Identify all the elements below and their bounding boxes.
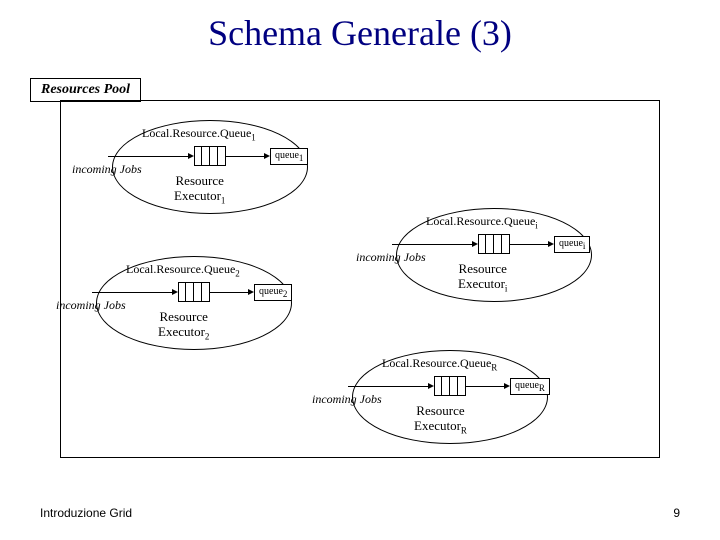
footer-right: 9 [673, 506, 680, 520]
queue-to-label-arrow-head [264, 153, 270, 159]
queue-icon [434, 376, 466, 396]
queue-to-label-arrow-line [510, 244, 548, 245]
queue-to-label-arrow-head [548, 241, 554, 247]
resource-node: Local.Resource.Queue2queue2incoming Jobs… [96, 256, 292, 350]
incoming-arrow-head [428, 383, 434, 389]
incoming-jobs-label: incoming Jobs [72, 162, 142, 177]
incoming-jobs-label: incoming Jobs [56, 298, 126, 313]
resource-executor-label: ResourceExecutorR [414, 404, 467, 436]
local-resource-queue-label: Local.Resource.Queue2 [126, 262, 240, 278]
queue-to-label-arrow-head [504, 383, 510, 389]
incoming-jobs-label: incoming Jobs [312, 392, 382, 407]
queue-icon [178, 282, 210, 302]
local-resource-queue-label: Local.Resource.Queue1 [142, 126, 256, 142]
resource-executor-label: ResourceExecutori [458, 262, 507, 294]
footer-left: Introduzione Grid [40, 506, 132, 520]
queue-icon [194, 146, 226, 166]
queue-icon [478, 234, 510, 254]
queue-to-label-arrow-line [226, 156, 264, 157]
queue-name-label: queueR [510, 378, 550, 395]
incoming-arrow-head [172, 289, 178, 295]
slide-title: Schema Generale (3) [0, 12, 720, 54]
queue-name-label: queue1 [270, 148, 308, 165]
resource-node: Local.Resource.Queue1queue1incoming Jobs… [112, 120, 308, 214]
incoming-arrow-line [92, 292, 172, 293]
incoming-arrow-head [472, 241, 478, 247]
incoming-arrow-head [188, 153, 194, 159]
resource-node: Local.Resource.QueueRqueueRincoming Jobs… [352, 350, 548, 444]
queue-to-label-arrow-line [466, 386, 504, 387]
resource-executor-label: ResourceExecutor2 [158, 310, 209, 342]
resource-executor-label: ResourceExecutor1 [174, 174, 225, 206]
slide: Schema Generale (3) Resources Pool Local… [0, 0, 720, 540]
local-resource-queue-label: Local.Resource.Queuei [426, 214, 538, 230]
pool-label-text: Resources Pool [41, 82, 130, 97]
local-resource-queue-label: Local.Resource.QueueR [382, 356, 497, 372]
queue-to-label-arrow-head [248, 289, 254, 295]
queue-name-label: queue2 [254, 284, 292, 301]
resources-pool-label: Resources Pool [30, 78, 141, 102]
incoming-arrow-line [348, 386, 428, 387]
queue-name-label: queuei [554, 236, 590, 253]
incoming-arrow-line [392, 244, 472, 245]
incoming-jobs-label: incoming Jobs [356, 250, 426, 265]
queue-to-label-arrow-line [210, 292, 248, 293]
resource-node: Local.Resource.Queueiqueueiincoming Jobs… [396, 208, 592, 302]
incoming-arrow-line [108, 156, 188, 157]
